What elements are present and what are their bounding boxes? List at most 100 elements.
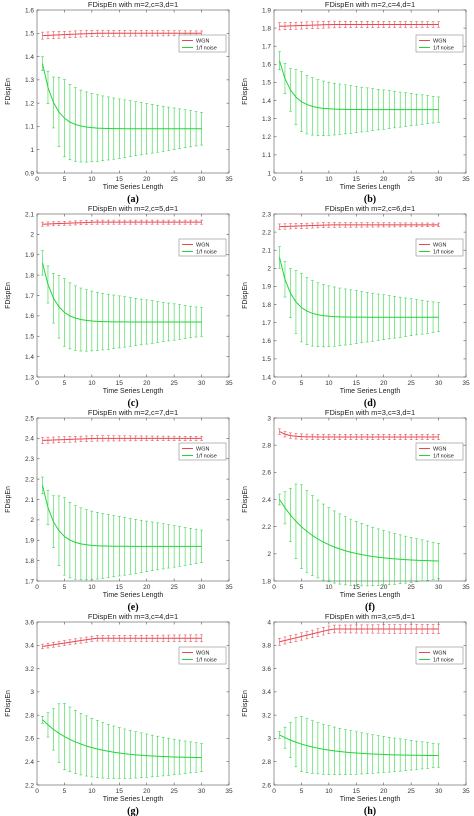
chart-title: FDispEn with m=2,c=7,d=1: [88, 408, 178, 417]
x-tick-label: 0: [35, 788, 39, 795]
series-line: [279, 628, 439, 643]
chart-title: FDispEn with m=3,c=4,d=1: [88, 612, 178, 621]
x-tick-label: 5: [63, 788, 67, 795]
y-tick-label: 3.2: [262, 712, 271, 719]
x-axis-label: Time Series Length: [340, 184, 401, 191]
legend-label: 1/f noise: [433, 454, 454, 460]
x-tick-label: 35: [462, 380, 470, 387]
series-pink-noise: [41, 476, 203, 581]
y-tick-label: 2: [267, 551, 271, 558]
series-wgn: [278, 624, 440, 646]
legend-label: WGN: [196, 39, 209, 45]
y-tick-label: 1.6: [262, 62, 271, 69]
x-tick-label: 5: [63, 176, 67, 183]
series-pink-noise: [41, 703, 203, 779]
x-tick-label: 35: [462, 788, 470, 795]
series-line: [42, 437, 202, 441]
y-tick-label: 1.7: [262, 320, 271, 327]
y-tick-label: 2: [267, 266, 271, 273]
y-axis-label: FDispEn: [5, 486, 12, 513]
chart-title: FDispEn with m=2,c=6,d=1: [325, 204, 415, 213]
y-tick-label: 1: [30, 147, 34, 154]
y-tick-label: 3.6: [262, 666, 271, 673]
x-tick-label: 0: [272, 176, 276, 183]
x-tick-label: 15: [116, 176, 124, 183]
series-wgn: [278, 222, 440, 230]
x-tick-label: 0: [272, 380, 276, 387]
x-tick-label: 25: [171, 380, 179, 387]
y-tick-label: 1.1: [262, 152, 271, 159]
x-tick-label: 20: [380, 788, 388, 795]
y-tick-label: 1.4: [262, 374, 271, 381]
x-tick-label: 35: [462, 584, 470, 591]
legend-label: 1/f noise: [196, 658, 217, 664]
series-line: [279, 60, 439, 111]
y-tick-label: 2: [30, 232, 34, 239]
series-pink-noise: [41, 56, 203, 163]
x-tick-label: 0: [35, 584, 39, 591]
x-tick-label: 15: [116, 788, 124, 795]
y-tick-label: 2.2: [262, 229, 271, 236]
y-tick-label: 1.8: [25, 558, 34, 565]
x-tick-label: 30: [435, 176, 443, 183]
y-tick-label: 1.6: [25, 7, 34, 14]
y-tick-label: 1.2: [25, 100, 34, 107]
chart-panel-6: FDispEn with m=3,c=3,d=1 0 5 10 15 20 25 30 35 1.…: [242, 408, 470, 613]
y-axis-label: FDispEn: [242, 690, 249, 717]
x-tick-label: 25: [408, 176, 416, 183]
y-tick-label: 1.9: [25, 252, 34, 259]
x-tick-label: 30: [198, 788, 206, 795]
x-tick-label: 20: [380, 176, 388, 183]
y-tick-label: 3: [267, 415, 271, 422]
x-tick-label: 5: [300, 176, 304, 183]
x-tick-label: 25: [171, 584, 179, 591]
panel-label: (h): [364, 806, 376, 816]
x-tick-label: 25: [408, 584, 416, 591]
series-line: [42, 719, 202, 759]
y-tick-label: 1.4: [262, 98, 271, 105]
y-tick-label: 1.5: [25, 334, 34, 341]
x-tick-label: 10: [325, 584, 333, 591]
x-tick-label: 15: [116, 584, 124, 591]
y-tick-label: 1.3: [262, 116, 271, 123]
x-tick-label: 5: [300, 788, 304, 795]
panel-label: (g): [127, 806, 139, 816]
legend-label: WGN: [433, 39, 446, 45]
series-pink-noise: [41, 250, 203, 352]
x-tick-label: 20: [380, 380, 388, 387]
y-tick-label: 1.6: [25, 313, 34, 320]
x-tick-label: 25: [408, 380, 416, 387]
y-tick-label: 2.6: [25, 736, 34, 743]
panel-label: (f): [365, 602, 375, 613]
series-line: [279, 734, 439, 757]
y-tick-label: 1.2: [262, 134, 271, 141]
y-axis-label: FDispEn: [242, 486, 249, 513]
series-line: [42, 32, 202, 37]
x-tick-label: 20: [380, 584, 388, 591]
y-tick-label: 1.8: [262, 578, 271, 585]
x-tick-label: 35: [225, 176, 233, 183]
y-tick-label: 2.2: [262, 524, 271, 531]
y-tick-label: 0.9: [25, 170, 34, 177]
x-tick-label: 5: [63, 380, 67, 387]
x-tick-label: 30: [435, 788, 443, 795]
y-axis-label: FDispEn: [5, 690, 12, 717]
x-tick-label: 10: [88, 176, 96, 183]
legend-label: WGN: [433, 447, 446, 453]
legend-label: 1/f noise: [433, 250, 454, 256]
series-line: [42, 63, 202, 130]
x-tick-label: 15: [353, 788, 361, 795]
x-tick-label: 20: [143, 788, 151, 795]
x-axis-label: Time Series Length: [103, 388, 164, 395]
x-tick-label: 20: [143, 176, 151, 183]
plot-area: [273, 9, 467, 174]
y-tick-label: 1.6: [262, 338, 271, 345]
x-tick-label: 30: [435, 584, 443, 591]
panel-label: (e): [127, 602, 138, 613]
chart-panel-3: FDispEn with m=2,c=5,d=1 0 5 10 15 20 25 30 35 1.…: [5, 204, 233, 409]
x-tick-label: 15: [353, 176, 361, 183]
x-tick-label: 0: [272, 584, 276, 591]
y-tick-label: 4: [267, 619, 271, 626]
x-tick-label: 35: [225, 584, 233, 591]
